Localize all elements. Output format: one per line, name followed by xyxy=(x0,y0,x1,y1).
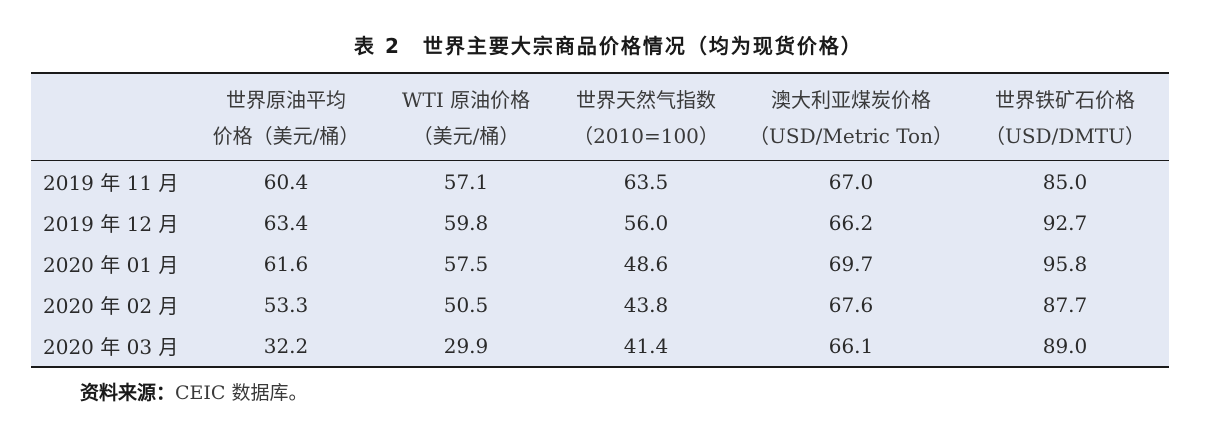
table-caption: 表 2 世界主要大宗商品价格情况（均为现货价格） xyxy=(354,34,863,58)
table-row: 2020 年 03 月 32.2 29.9 41.4 66.1 89.0 xyxy=(31,325,1169,366)
table-header: 世界原油平均 价格（美元/桶） WTI 原油价格 （美元/桶） 世界天然气指数 … xyxy=(31,74,1169,161)
table-body: 2019 年 11 月 60.4 57.1 63.5 67.0 85.0 201… xyxy=(31,161,1169,367)
table-cell: 53.3 xyxy=(263,292,309,317)
table-cell: 66.2 xyxy=(828,210,874,235)
table-row: 2019 年 11 月 60.4 57.1 63.5 67.0 85.0 xyxy=(31,161,1169,203)
header-row: 世界原油平均 价格（美元/桶） WTI 原油价格 （美元/桶） 世界天然气指数 … xyxy=(31,74,1169,161)
header-line-2: （2010=100） xyxy=(573,124,719,148)
table-cell: 43.8 xyxy=(623,292,669,317)
table-cell: 59.8 xyxy=(443,210,489,235)
source-note: 资料来源：CEIC 数据库。 xyxy=(80,378,308,405)
table-row: 2019 年 12 月 63.4 59.8 56.0 66.2 92.7 xyxy=(31,202,1169,243)
table-cell: 57.1 xyxy=(443,169,489,194)
table-cell: 92.7 xyxy=(1042,210,1088,235)
table-cell: 95.8 xyxy=(1042,251,1088,276)
header-australia-coal: 澳大利亚煤炭价格 （USD/Metric Ton） xyxy=(741,74,961,161)
header-natural-gas-index: 世界天然气指数 （2010=100） xyxy=(551,74,741,161)
table-cell: 41.4 xyxy=(623,333,669,358)
source-label: 资料来源： xyxy=(80,382,176,404)
table-cell: 29.9 xyxy=(443,333,489,358)
header-line-1: 世界铁矿石价格 xyxy=(995,88,1135,112)
table-cell: 66.1 xyxy=(828,333,874,358)
header-line-2: （美元/桶） xyxy=(412,124,520,148)
table-cell: 63.5 xyxy=(623,169,669,194)
table-cell: 85.0 xyxy=(1042,169,1088,194)
header-line-2: （USD/DMTU） xyxy=(984,124,1146,148)
row-label: 2020 年 01 月 xyxy=(43,253,179,277)
header-corner xyxy=(31,74,191,161)
table-cell: 87.7 xyxy=(1042,292,1088,317)
row-label: 2019 年 11 月 xyxy=(43,171,179,195)
header-line-2: 价格（美元/桶） xyxy=(212,124,360,148)
commodity-price-table: 世界原油平均 价格（美元/桶） WTI 原油价格 （美元/桶） 世界天然气指数 … xyxy=(31,72,1169,368)
row-label: 2019 年 12 月 xyxy=(43,212,179,236)
table-cell: 89.0 xyxy=(1042,333,1088,358)
row-label: 2020 年 02 月 xyxy=(43,294,179,318)
table-cell: 57.5 xyxy=(443,251,489,276)
table-cell: 56.0 xyxy=(623,210,669,235)
header-line-1: 世界天然气指数 xyxy=(576,88,716,112)
table-cell: 67.6 xyxy=(828,292,874,317)
data-table: 世界原油平均 价格（美元/桶） WTI 原油价格 （美元/桶） 世界天然气指数 … xyxy=(31,74,1169,366)
header-world-crude-oil: 世界原油平均 价格（美元/桶） xyxy=(191,74,381,161)
table-cell: 32.2 xyxy=(263,333,309,358)
header-line-1: 世界原油平均 xyxy=(226,88,346,112)
header-wti-crude: WTI 原油价格 （美元/桶） xyxy=(381,74,551,161)
table-cell: 48.6 xyxy=(623,251,669,276)
table-cell: 50.5 xyxy=(443,292,489,317)
header-iron-ore: 世界铁矿石价格 （USD/DMTU） xyxy=(961,74,1169,161)
header-line-1: WTI 原油价格 xyxy=(401,88,531,112)
table-cell: 67.0 xyxy=(828,169,874,194)
table-cell: 61.6 xyxy=(263,251,309,276)
table-row: 2020 年 01 月 61.6 57.5 48.6 69.7 95.8 xyxy=(31,243,1169,284)
source-text: CEIC 数据库。 xyxy=(175,382,308,404)
header-line-1: 澳大利亚煤炭价格 xyxy=(771,88,931,112)
row-label: 2020 年 03 月 xyxy=(43,335,179,359)
table-cell: 69.7 xyxy=(828,251,874,276)
table-cell: 63.4 xyxy=(263,210,309,235)
table-cell: 60.4 xyxy=(263,169,309,194)
table-row: 2020 年 02 月 53.3 50.5 43.8 67.6 87.7 xyxy=(31,284,1169,325)
header-line-2: （USD/Metric Ton） xyxy=(749,124,953,148)
